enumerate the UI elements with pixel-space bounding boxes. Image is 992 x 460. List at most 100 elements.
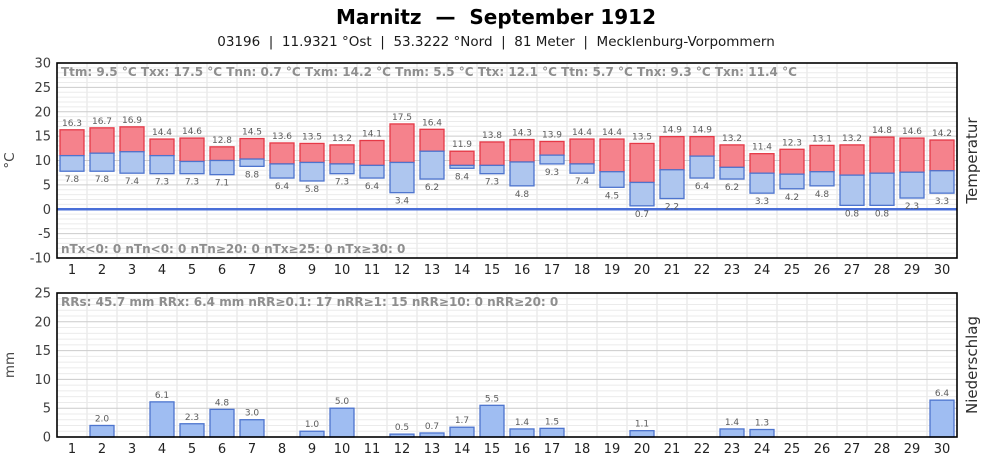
temp-min-bar xyxy=(479,164,505,175)
precip-xtick-label: 27 xyxy=(844,442,861,457)
precip-value-label: 1.1 xyxy=(635,420,649,430)
precip-xtick-label: 15 xyxy=(484,442,501,457)
temp-max-bar xyxy=(359,139,385,167)
temp-max-bar xyxy=(599,138,625,173)
temp-max-value-label: 14.4 xyxy=(602,128,622,138)
temp-min-value-label: 7.3 xyxy=(155,178,169,188)
temp-ytick-label: -5 xyxy=(38,227,51,242)
temp-min-value-label: 4.8 xyxy=(515,190,530,200)
temp-max-bar xyxy=(689,135,715,157)
precip-panel-label: Niederschlag xyxy=(963,316,981,414)
temp-max-value-label: 13.9 xyxy=(542,130,562,140)
precip-value-label: 5.0 xyxy=(335,397,350,407)
precip-xtick-label: 10 xyxy=(334,442,351,457)
precip-xtick-label: 4 xyxy=(158,442,166,457)
temp-max-value-label: 14.4 xyxy=(152,128,172,138)
temp-min-value-label: 0.7 xyxy=(635,210,649,220)
temp-xtick-label: 3 xyxy=(128,263,136,278)
temp-min-bar xyxy=(629,181,655,207)
temp-min-value-label: 4.5 xyxy=(605,191,619,201)
precip-xtick-label: 17 xyxy=(544,442,561,457)
temp-max-bar xyxy=(119,126,145,153)
temp-min-value-label: 0.8 xyxy=(875,209,890,219)
temp-max-bar xyxy=(299,142,325,164)
temp-xtick-label: 13 xyxy=(424,263,441,278)
temp-min-bar xyxy=(749,172,775,194)
temp-max-value-label: 13.2 xyxy=(332,134,352,144)
temp-min-bar xyxy=(209,159,235,176)
temp-min-value-label: 8.4 xyxy=(455,172,470,182)
precip-ytick-label: 15 xyxy=(34,344,51,359)
precip-xtick-label: 7 xyxy=(248,442,256,457)
temp-max-value-label: 14.2 xyxy=(932,129,952,139)
temp-min-value-label: 6.2 xyxy=(425,183,439,193)
precip-xtick-label: 23 xyxy=(724,442,741,457)
precip-xtick-label: 12 xyxy=(394,442,411,457)
temp-min-bar xyxy=(89,152,115,172)
temp-y-axis-unit: °C xyxy=(2,152,18,168)
temp-max-value-label: 13.8 xyxy=(482,131,502,141)
temp-max-value-label: 13.2 xyxy=(722,134,742,144)
precip-value-label: 4.8 xyxy=(215,398,230,408)
temp-xtick-label: 26 xyxy=(814,263,831,278)
temp-max-value-label: 16.3 xyxy=(62,119,82,129)
temp-min-value-label: 6.4 xyxy=(275,182,290,192)
temp-min-value-label: 6.4 xyxy=(695,182,710,192)
precip-value-label: 1.4 xyxy=(725,418,740,428)
temp-xtick-label: 12 xyxy=(394,263,411,278)
temp-max-value-label: 14.5 xyxy=(242,128,262,138)
temp-min-value-label: 0.8 xyxy=(845,209,860,219)
temp-max-bar xyxy=(869,136,895,174)
page-title: Marnitz — September 1912 xyxy=(335,5,657,29)
temp-xtick-label: 1 xyxy=(68,263,76,278)
precip-xtick-label: 28 xyxy=(874,442,891,457)
temp-min-bar xyxy=(239,158,265,168)
temp-xtick-label: 16 xyxy=(514,263,531,278)
precip-value-label: 0.7 xyxy=(425,422,439,432)
precip-xtick-label: 24 xyxy=(754,442,771,457)
temp-ytick-label: 25 xyxy=(34,81,51,96)
temp-xtick-label: 8 xyxy=(278,263,286,278)
temp-xtick-label: 22 xyxy=(694,263,711,278)
precip-xtick-label: 9 xyxy=(308,442,316,457)
temp-min-value-label: 7.8 xyxy=(95,175,110,185)
temp-max-bar xyxy=(899,137,925,173)
temp-max-value-label: 13.1 xyxy=(812,134,832,144)
precip-xtick-label: 6 xyxy=(218,442,226,457)
temp-max-value-label: 14.3 xyxy=(512,129,532,139)
precip-bar xyxy=(179,423,205,438)
temp-max-bar xyxy=(629,142,655,184)
temp-min-bar xyxy=(719,166,745,180)
temp-max-bar xyxy=(779,148,805,175)
precip-xtick-label: 1 xyxy=(68,442,76,457)
temp-min-value-label: 8.8 xyxy=(245,170,260,180)
precip-ytick-label: 5 xyxy=(43,402,51,417)
temp-max-value-label: 14.8 xyxy=(872,126,892,136)
temp-min-bar xyxy=(389,161,415,194)
temp-panel-label: Temperatur xyxy=(963,117,981,205)
precip-xtick-label: 29 xyxy=(904,442,921,457)
temp-min-bar xyxy=(899,171,925,199)
precip-value-label: 2.3 xyxy=(185,413,199,423)
temp-min-value-label: 9.3 xyxy=(545,168,559,178)
precip-plot-border xyxy=(56,292,958,438)
temp-min-value-label: 5.8 xyxy=(305,185,320,195)
precip-bar xyxy=(929,399,955,438)
precip-xtick-label: 26 xyxy=(814,442,831,457)
temp-min-value-label: 3.3 xyxy=(935,197,949,207)
temp-max-bar xyxy=(839,144,865,176)
precip-xtick-label: 22 xyxy=(694,442,711,457)
temp-plot-border xyxy=(56,62,958,259)
temp-ytick-label: 5 xyxy=(43,178,51,193)
precip-xtick-label: 5 xyxy=(188,442,196,457)
precip-xtick-label: 16 xyxy=(514,442,531,457)
temp-max-value-label: 14.6 xyxy=(182,127,202,137)
temp-min-value-label: 7.4 xyxy=(575,177,590,187)
precip-bar xyxy=(749,428,775,438)
precip-xtick-label: 21 xyxy=(664,442,681,457)
temp-max-bar xyxy=(149,138,175,157)
precip-value-label: 1.5 xyxy=(545,417,559,427)
precip-ytick-label: 0 xyxy=(43,431,51,446)
